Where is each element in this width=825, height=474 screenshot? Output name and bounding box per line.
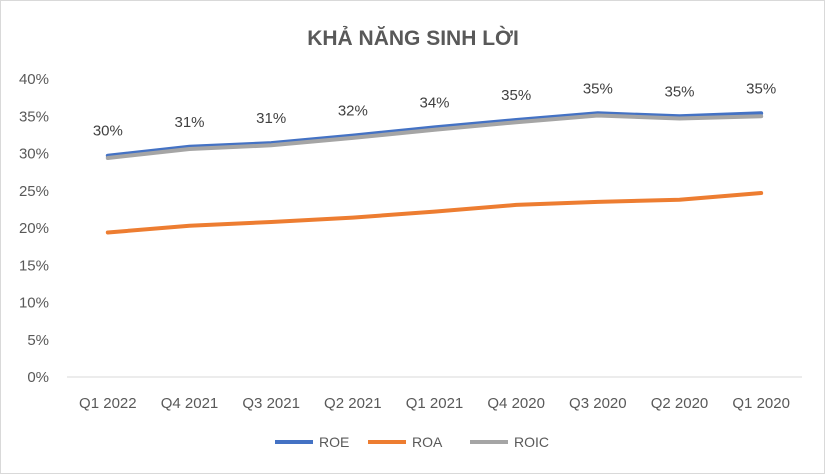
legend-item-roa: ROA (368, 434, 443, 450)
data-label-roe: 35% (583, 80, 613, 97)
series-group (105, 111, 764, 235)
data-labels: 30% 31% 31% 32% 34% 35% 35% 35% 35% (93, 80, 776, 139)
x-tick-label: Q1 2020 (732, 395, 790, 412)
x-tick-label: Q2 2020 (651, 395, 709, 412)
data-label-roe: 31% (174, 114, 204, 131)
y-tick-label: 20% (19, 220, 49, 237)
data-label-roe: 35% (746, 80, 776, 97)
series-line-roa (105, 191, 764, 235)
legend-item-roe: ROE (275, 434, 349, 450)
y-tick-label: 35% (19, 108, 49, 125)
legend-item-roic: ROIC (470, 434, 549, 450)
y-tick-label: 15% (19, 257, 49, 274)
x-tick-label: Q2 2021 (324, 395, 382, 412)
y-tick-label: 25% (19, 183, 49, 200)
y-tick-label: 10% (19, 295, 49, 312)
x-tick-label: Q4 2021 (161, 395, 219, 412)
series-line-roic (105, 113, 764, 160)
data-label-roe: 31% (256, 110, 286, 127)
data-label-roe: 30% (93, 123, 123, 140)
data-label-roe: 34% (419, 94, 449, 111)
data-label-roe: 35% (664, 83, 694, 100)
y-tick-label: 40% (19, 71, 49, 88)
series-line-roe (105, 111, 764, 158)
x-tick-label: Q4 2020 (487, 395, 545, 412)
legend-label: ROE (319, 434, 349, 450)
y-tick-label: 5% (27, 332, 49, 349)
y-axis: 0% 5% 10% 15% 20% 25% 30% 35% 40% (19, 71, 49, 386)
legend-label: ROIC (514, 434, 549, 450)
y-tick-label: 30% (19, 146, 49, 163)
x-tick-label: Q1 2021 (406, 395, 464, 412)
legend: ROE ROA ROIC (275, 434, 549, 450)
x-axis: Q1 2022 Q4 2021 Q3 2021 Q2 2021 Q1 2021 Q4 20… (67, 376, 802, 412)
x-tick-label: Q1 2022 (79, 395, 137, 412)
y-tick-label: 0% (27, 369, 49, 386)
legend-label: ROA (412, 434, 443, 450)
x-tick-label: Q3 2021 (242, 395, 300, 412)
chart-title: KHẢ NĂNG SINH LỜI (307, 26, 519, 50)
x-tick-label: Q3 2020 (569, 395, 627, 412)
data-label-roe: 32% (338, 103, 368, 120)
data-label-roe: 35% (501, 87, 531, 104)
